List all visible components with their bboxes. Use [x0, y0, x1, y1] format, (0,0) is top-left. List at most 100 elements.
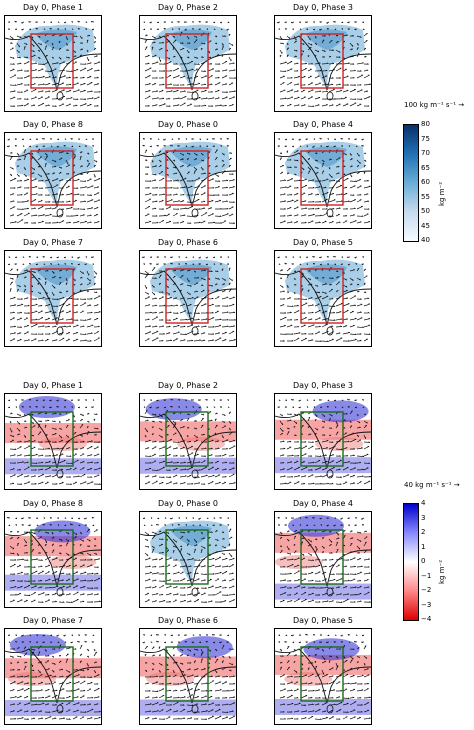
wind-vector: [320, 482, 323, 485]
wind-vector: [286, 481, 292, 485]
wind-vector: [151, 61, 159, 65]
wind-vector: [57, 138, 59, 141]
wind-vector: [279, 420, 284, 426]
wind-vector: [41, 454, 44, 456]
wind-vector: [321, 49, 326, 52]
wind-vector: [214, 538, 219, 542]
wind-vector: [44, 338, 49, 342]
wind-vector: [193, 592, 201, 596]
wind-vector: [207, 600, 213, 603]
wind-vector: [158, 177, 165, 182]
wind-vector: [317, 207, 320, 209]
wind-vector: [36, 76, 38, 78]
wind-vector: [151, 548, 155, 554]
wind-vector: [176, 312, 179, 314]
wind-vector: [291, 22, 293, 24]
wind-vector: [40, 586, 43, 588]
wind-vector: [169, 311, 172, 313]
wind-vector: [204, 455, 207, 457]
wind-vector: [60, 166, 62, 169]
wind-vector: [159, 274, 162, 276]
wind-vector: [298, 297, 301, 300]
wind-vector: [286, 89, 294, 93]
wind-vector: [363, 420, 368, 424]
wind-vector: [49, 454, 52, 457]
wind-vector: [48, 172, 50, 175]
wind-vector: [29, 406, 31, 408]
wind-vector: [165, 83, 172, 86]
wind-vector: [307, 35, 311, 41]
wind-vector: [94, 538, 97, 540]
wind-vector: [326, 447, 329, 449]
wind-vector: [149, 138, 152, 140]
wind-vector: [193, 482, 200, 485]
wind-vector: [65, 70, 73, 72]
wind-vector: [307, 75, 312, 79]
field-shading: [275, 532, 371, 553]
wind-vector: [323, 420, 326, 423]
wind-vector: [79, 214, 85, 217]
field-shading: [275, 583, 371, 600]
wind-vector: [343, 427, 346, 429]
wind-vector: [44, 298, 51, 300]
wind-vector: [65, 419, 70, 422]
wind-vector: [155, 193, 158, 196]
wind-vector: [88, 420, 90, 423]
wind-vector: [93, 337, 100, 342]
wind-vector: [287, 431, 290, 433]
wind-vector: [51, 311, 57, 314]
wind-vector: [204, 83, 206, 85]
wind-vector: [155, 297, 157, 299]
wind-vector: [51, 433, 57, 436]
wind-vector: [58, 214, 63, 217]
wind-vector: [23, 462, 29, 464]
wind-vector: [144, 475, 150, 478]
wind-vector: [220, 207, 222, 210]
wind-vector: [16, 268, 19, 271]
wind-vector: [340, 138, 343, 140]
wind-vector: [228, 288, 232, 293]
wind-vector: [7, 146, 9, 148]
wind-vector: [50, 70, 52, 72]
wind-vector: [305, 207, 308, 209]
wind-vector: [58, 565, 66, 568]
wind-vector: [300, 453, 307, 457]
wind-vector: [163, 580, 166, 582]
wind-vector: [158, 296, 164, 300]
wind-vector: [171, 138, 174, 141]
wind-vector: [314, 296, 322, 300]
wind-vector: [316, 428, 319, 431]
wind-vector: [49, 475, 52, 477]
wind-vector: [177, 187, 179, 189]
wind-vector: [284, 21, 287, 24]
wind-vector: [200, 277, 206, 281]
wind-vector: [37, 282, 40, 285]
wind-vector: [329, 530, 332, 533]
wind-vector: [193, 538, 197, 543]
wind-vector: [93, 282, 96, 284]
wind-vector: [214, 572, 222, 575]
wind-vector: [62, 193, 64, 196]
wind-vector: [79, 552, 84, 555]
wind-vector: [314, 310, 321, 314]
wind-vector: [37, 424, 41, 429]
wind-vector: [144, 531, 150, 536]
wind-vector: [212, 97, 215, 99]
wind-vector: [284, 406, 287, 409]
wind-vector: [191, 201, 194, 203]
wind-vector: [9, 297, 16, 300]
wind-vector: [41, 468, 44, 470]
wind-vector: [79, 543, 82, 546]
wind-vector: [79, 186, 87, 189]
wind-vector: [182, 83, 185, 86]
wind-vector: [170, 90, 173, 92]
wind-vector: [62, 593, 65, 595]
wind-vector: [320, 145, 323, 148]
wind-vector: [10, 530, 13, 533]
wind-vector: [185, 138, 188, 141]
wind-vector: [227, 406, 230, 409]
wind-vector: [11, 42, 13, 44]
wind-vector: [221, 571, 228, 575]
wind-vector: [207, 284, 213, 287]
wind-vector: [279, 89, 286, 93]
